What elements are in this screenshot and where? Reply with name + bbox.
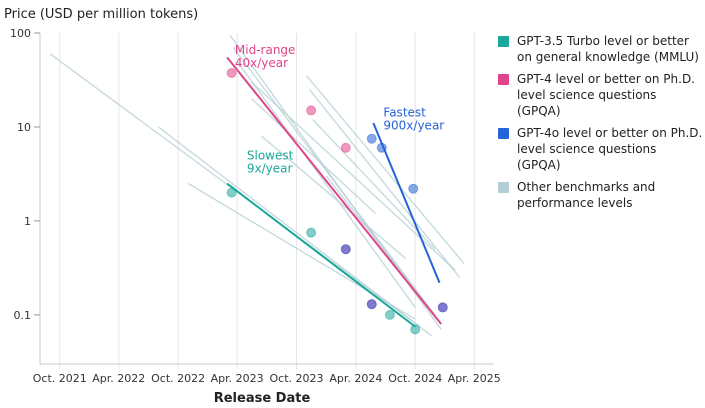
x-gridlines <box>59 33 475 369</box>
legend-item-other: Other benchmarks and performance levels <box>498 179 703 211</box>
legend-swatch-other <box>498 182 509 193</box>
y-tick-label-0: 100 <box>10 27 31 40</box>
other-benchmark-line-8 <box>261 135 406 259</box>
other-benchmark-lines <box>49 34 465 337</box>
gpt4-point-1 <box>306 105 317 116</box>
x-tick-label-3: Apr. 2023 <box>211 372 264 385</box>
annotation-gpt4o: Fastest 900x/year <box>383 105 444 132</box>
x-tick-label-1: Apr. 2022 <box>92 372 145 385</box>
x-axis-title: Release Date <box>214 391 311 406</box>
legend-swatch-gpt4 <box>498 74 509 85</box>
annotation-gpt35-line-1: 9x/year <box>247 162 293 176</box>
x-tick-label-4: Oct. 2023 <box>270 372 324 385</box>
legend-label-gpt35: GPT-3.5 Turbo level or better on general… <box>517 34 699 64</box>
gpt4o-point-3 <box>437 302 448 313</box>
gpt4o-point-5 <box>366 299 377 310</box>
other-benchmark-line-5 <box>236 60 416 308</box>
gpt35-trend-line <box>226 182 416 328</box>
legend-swatch-gpt35 <box>498 36 509 47</box>
annotation-gpt4-line-0: Mid-range <box>235 43 296 57</box>
data-points <box>226 68 448 335</box>
gpt4o-point-0 <box>366 133 377 144</box>
other-benchmark-line-4 <box>232 47 436 316</box>
gpt35-point-1 <box>306 227 317 238</box>
annotation-gpt4o-line-1: 900x/year <box>383 118 444 132</box>
x-tick-label-5: Apr. 2024 <box>329 372 382 385</box>
gpt4-point-2 <box>340 142 351 153</box>
y-axis: 100 10 1 0.1 <box>10 27 41 364</box>
legend-item-gpt35: GPT-3.5 Turbo level or better on general… <box>498 33 703 65</box>
annotation-gpt4-line-1: 40x/year <box>235 56 288 70</box>
gpt35-point-0 <box>226 187 237 198</box>
y-tick-label-2: 1 <box>24 215 31 228</box>
gpt4o-point-2 <box>408 183 419 194</box>
other-benchmark-line-2 <box>187 182 416 320</box>
legend: GPT-3.5 Turbo level or better on general… <box>498 33 703 217</box>
x-tick-label-0: Oct. 2021 <box>33 372 87 385</box>
y-tick-label-1: 10 <box>17 121 31 134</box>
gpt35-point-2 <box>384 309 395 320</box>
gpt4-trend-line <box>226 56 442 325</box>
other-benchmark-line-10 <box>308 89 461 278</box>
y-tick-label-3: 0.1 <box>14 309 32 322</box>
annotation-gpt4o-line-0: Fastest <box>383 105 426 119</box>
gpt4o-point-1 <box>376 142 387 153</box>
other-benchmark-line-11 <box>312 119 436 250</box>
legend-swatch-gpt4o <box>498 128 509 139</box>
gpt4-point-0 <box>226 68 237 79</box>
legend-label-gpt4: GPT-4 level or better on Ph.D. level sci… <box>517 72 695 118</box>
annotation-gpt35: Slowest 9x/year <box>247 149 294 176</box>
annotations: Mid-range 40x/year Fastest 900x/year Slowest… <box>235 43 444 176</box>
legend-label-gpt4o: GPT-4o level or better on Ph.D. level sc… <box>517 126 703 172</box>
annotation-gpt35-line-0: Slowest <box>247 149 294 163</box>
x-tick-label-6: Oct. 2024 <box>388 372 442 385</box>
x-tick-label-7: Apr. 2025 <box>448 372 501 385</box>
other-benchmark-line-12 <box>325 175 436 316</box>
trend-lines <box>226 56 442 328</box>
x-tick-label-2: Oct. 2022 <box>151 372 205 385</box>
legend-label-other: Other benchmarks and performance levels <box>517 180 656 210</box>
legend-item-gpt4o: GPT-4o level or better on Ph.D. level sc… <box>498 125 703 173</box>
annotation-gpt4: Mid-range 40x/year <box>235 43 296 70</box>
legend-item-gpt4: GPT-4 level or better on Ph.D. level sci… <box>498 71 703 119</box>
gpt4o-point-4 <box>340 244 351 255</box>
other-benchmark-line-7 <box>250 98 377 214</box>
x-axis: Oct. 2021 Apr. 2022 Oct. 2022 Apr. 2023 Oct.… <box>33 363 501 385</box>
other-benchmark-line-9 <box>306 75 465 265</box>
gpt35-point-3 <box>410 324 421 335</box>
y-axis-label: Price (USD per million tokens) <box>4 7 198 22</box>
